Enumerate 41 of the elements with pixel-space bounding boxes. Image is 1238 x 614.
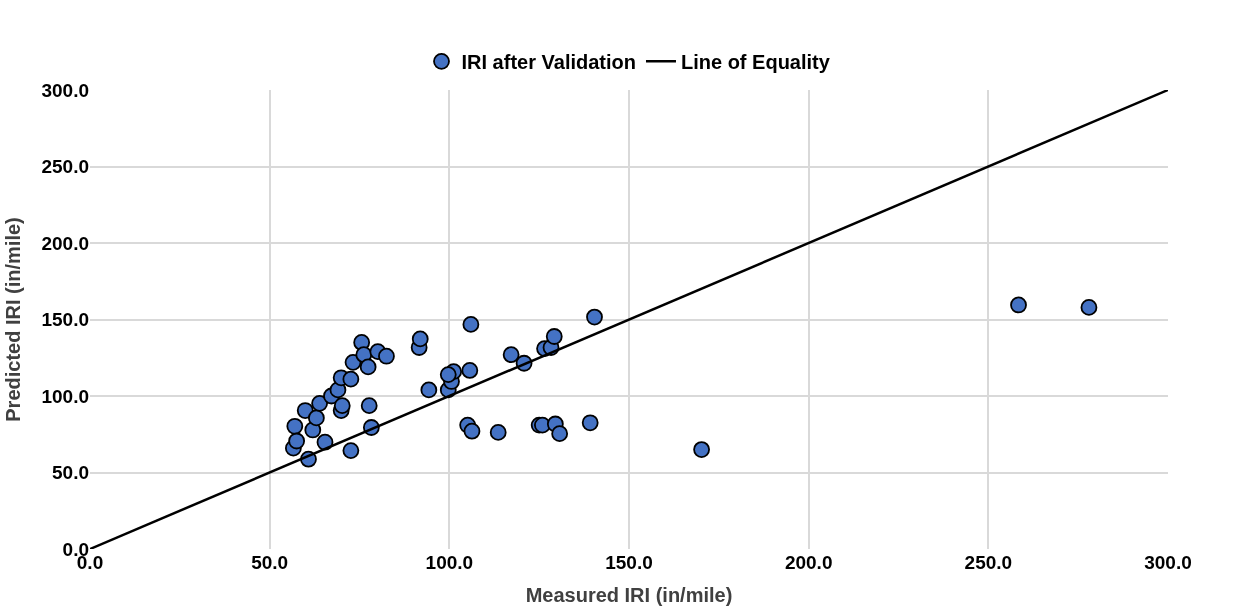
point [342,442,360,460]
point [1010,296,1027,314]
point [286,417,304,435]
y-tick-label: 50.0 [52,462,89,484]
point [333,397,351,415]
x-tick-label: 50.0 [251,552,289,573]
point [463,422,481,440]
point [551,425,569,443]
point [439,366,457,383]
x-tick-label: 150.0 [605,552,653,573]
x-tick-label: 300.0 [1144,552,1192,573]
point [411,330,429,348]
x-axis-title: Measured IRI (in/mile) [525,583,733,606]
legend-label: IRI after Validation [461,51,636,74]
x-tick-label: 200.0 [784,552,833,573]
point [1080,299,1098,316]
point [586,308,603,326]
point [461,362,479,379]
point [545,328,563,345]
y-tick-label: 300.0 [41,79,89,101]
x-tick-label: 250.0 [964,552,1013,573]
y-tick-label: 200.0 [41,232,89,254]
point [307,409,325,427]
y-tick-label: 150.0 [41,309,89,331]
point [311,394,329,412]
x-tick-label: 100.0 [425,552,474,573]
point [378,347,395,365]
point [502,346,520,364]
point [420,381,438,399]
y-axis-title: Predicted IRI (in/mile) [1,217,24,422]
point [693,441,710,458]
point [342,370,360,388]
point [359,358,377,376]
y-tick-label: 250.0 [41,156,89,178]
point [581,414,599,432]
legend-label: Line of Equality [680,51,831,74]
point [360,397,378,415]
point [288,432,306,450]
point [462,316,480,333]
point [489,424,507,441]
y-tick-label: 100.0 [41,385,89,407]
